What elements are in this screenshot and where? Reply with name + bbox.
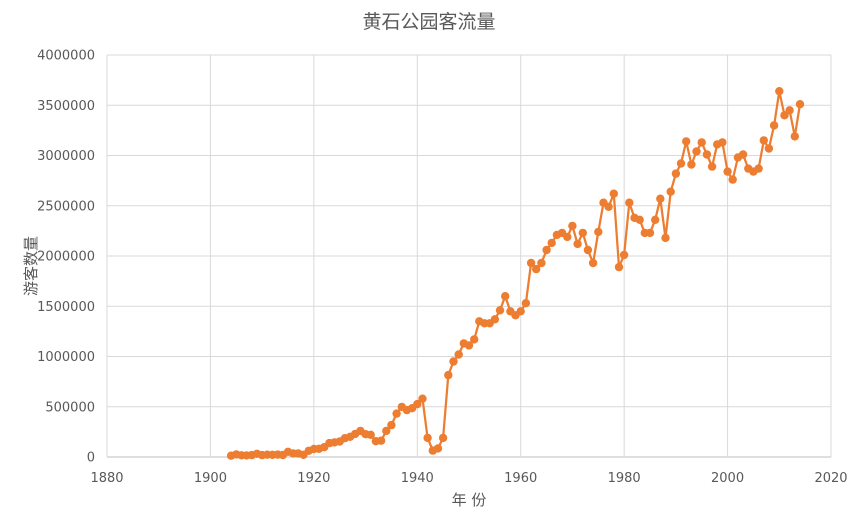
data-point xyxy=(651,215,660,224)
data-point xyxy=(444,370,453,380)
x-tick-label: 1940 xyxy=(401,471,434,486)
x-tick-label: 1980 xyxy=(608,471,641,486)
chart-title: 黄石公园客流量 xyxy=(362,11,495,33)
data-point xyxy=(568,221,577,231)
y-tick-label: 2000000 xyxy=(37,250,95,265)
gridlines xyxy=(106,54,832,458)
data-point xyxy=(738,150,748,159)
data-point xyxy=(666,187,675,196)
data-point xyxy=(490,315,500,324)
x-tick-label: 2020 xyxy=(814,471,847,486)
data-point xyxy=(392,409,401,418)
data-point xyxy=(594,227,603,237)
data-point xyxy=(661,233,670,243)
data-point xyxy=(376,436,386,445)
data-point xyxy=(676,159,686,168)
data-point xyxy=(526,258,536,268)
y-tick-label: 1000000 xyxy=(37,350,95,365)
data-point xyxy=(583,245,593,255)
data-point xyxy=(573,239,582,249)
x-tick-label: 1920 xyxy=(297,471,330,486)
data-point xyxy=(563,232,572,242)
data-point xyxy=(702,150,712,159)
data-point xyxy=(588,258,598,268)
data-point xyxy=(521,299,531,308)
y-tick-label: 3000000 xyxy=(37,149,95,164)
data-point xyxy=(516,307,525,316)
data-point xyxy=(692,147,701,156)
data-point xyxy=(697,138,706,147)
data-point xyxy=(387,420,396,430)
data-point xyxy=(578,228,587,238)
data-point xyxy=(501,292,510,301)
data-point xyxy=(423,433,432,443)
data-point xyxy=(687,160,696,169)
y-axis-title: 游客数量 xyxy=(22,236,40,296)
data-point xyxy=(635,215,644,224)
data-point xyxy=(619,250,629,260)
data-point xyxy=(542,245,551,255)
data-point xyxy=(418,394,427,403)
data-point xyxy=(604,202,613,211)
data-point xyxy=(656,194,665,203)
data-point xyxy=(366,430,375,439)
tick-labels: 0 500000 1000000 1500000 2000000 2500000 30000… xyxy=(37,49,847,487)
data-point xyxy=(728,175,737,184)
x-tick-label: 1900 xyxy=(194,471,227,486)
y-tick-label: 4000000 xyxy=(37,49,95,64)
y-tick-label: 2500000 xyxy=(37,199,95,214)
data-point xyxy=(671,169,681,178)
data-point xyxy=(769,121,779,130)
data-point xyxy=(470,335,479,344)
x-tick-label: 2000 xyxy=(711,471,744,486)
data-point xyxy=(707,162,717,171)
data-point xyxy=(764,144,774,153)
data-point xyxy=(433,444,443,453)
y-tick-label: 0 xyxy=(87,451,95,466)
data-point xyxy=(532,264,541,274)
data-point xyxy=(547,238,556,248)
y-tick-label: 1500000 xyxy=(37,300,95,315)
data-point xyxy=(449,357,458,366)
data-point xyxy=(790,132,799,141)
data-point xyxy=(454,350,463,359)
data-point xyxy=(413,399,422,409)
data-point xyxy=(785,106,794,115)
data-point xyxy=(754,164,763,173)
x-axis-title: 年 份 xyxy=(452,491,487,509)
data-point xyxy=(495,306,505,315)
data-point xyxy=(614,262,624,272)
data-point xyxy=(775,87,784,96)
data-point xyxy=(464,341,474,350)
data-point xyxy=(382,426,391,436)
data-point xyxy=(718,138,727,147)
data-point xyxy=(625,198,634,207)
data-point xyxy=(723,167,732,176)
y-tick-label: 3500000 xyxy=(37,99,95,114)
data-point xyxy=(609,189,618,198)
data-point xyxy=(759,136,768,145)
data-series xyxy=(226,87,805,460)
x-tick-label: 1880 xyxy=(90,471,123,486)
data-point xyxy=(795,100,805,109)
data-point xyxy=(682,137,691,146)
data-point xyxy=(537,258,546,268)
y-tick-label: 500000 xyxy=(45,400,95,415)
data-point xyxy=(645,228,655,238)
x-tick-label: 1960 xyxy=(504,471,537,486)
data-point xyxy=(438,433,448,443)
